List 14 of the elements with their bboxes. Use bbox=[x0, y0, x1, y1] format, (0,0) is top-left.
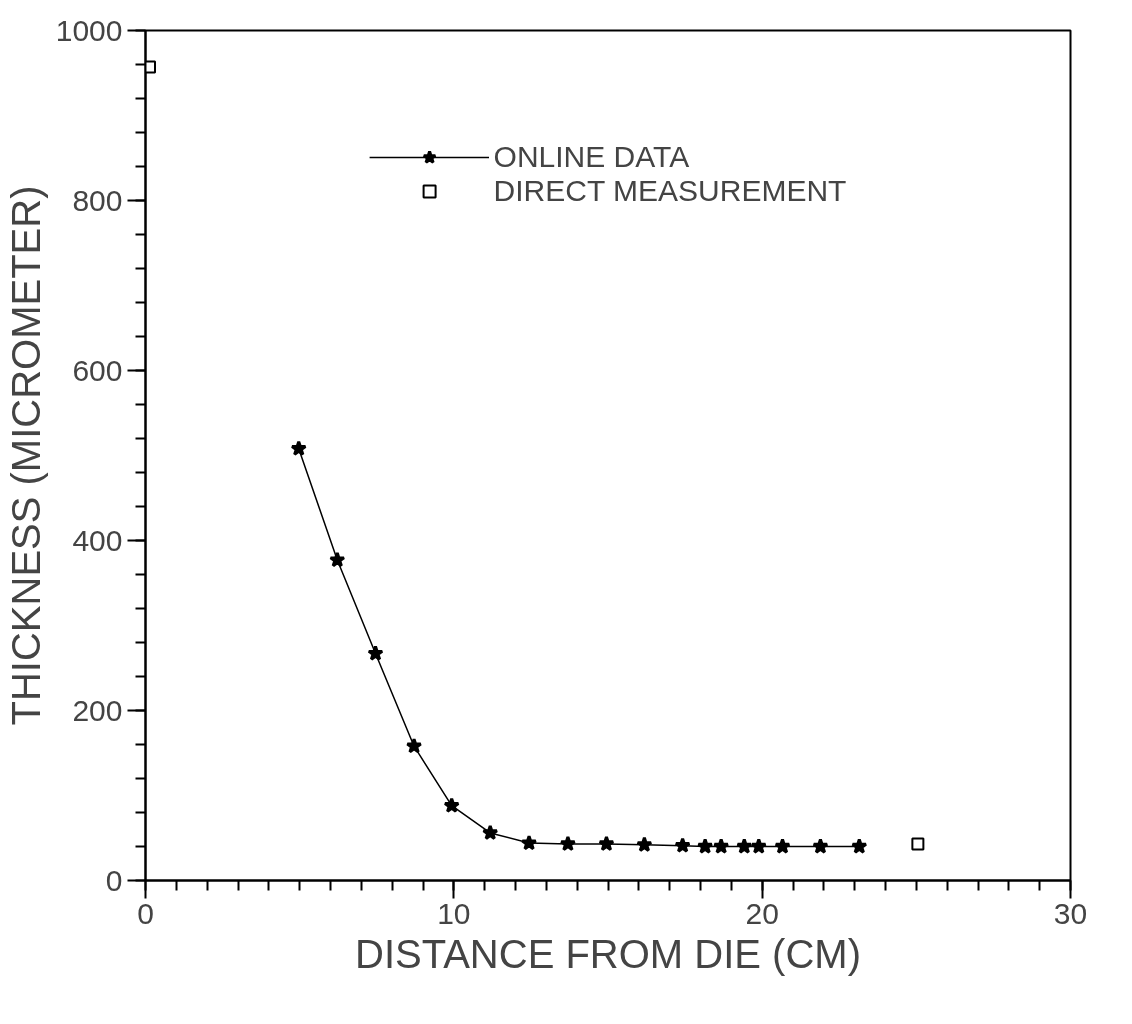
y-tick-label: 800 bbox=[72, 183, 123, 217]
y-tick-label: 400 bbox=[72, 523, 123, 557]
x-tick-label: 0 bbox=[137, 896, 154, 930]
x-tick-label: 20 bbox=[745, 896, 779, 930]
y-axis-title: THICKNESS (MICROMETER) bbox=[3, 185, 48, 726]
x-tick-label: 30 bbox=[1053, 896, 1088, 930]
y-tick-label: 200 bbox=[72, 693, 123, 727]
legend-label: ONLINE DATA bbox=[493, 140, 690, 174]
legend-label: DIRECT MEASUREMENT bbox=[493, 174, 847, 208]
x-tick-label: 10 bbox=[437, 896, 471, 930]
y-tick-label: 1000 bbox=[55, 13, 123, 47]
y-tick-label: 0 bbox=[105, 863, 123, 897]
y-tick-label: 600 bbox=[72, 353, 123, 387]
x-axis-title: DISTANCE FROM DIE (CM) bbox=[355, 931, 861, 976]
